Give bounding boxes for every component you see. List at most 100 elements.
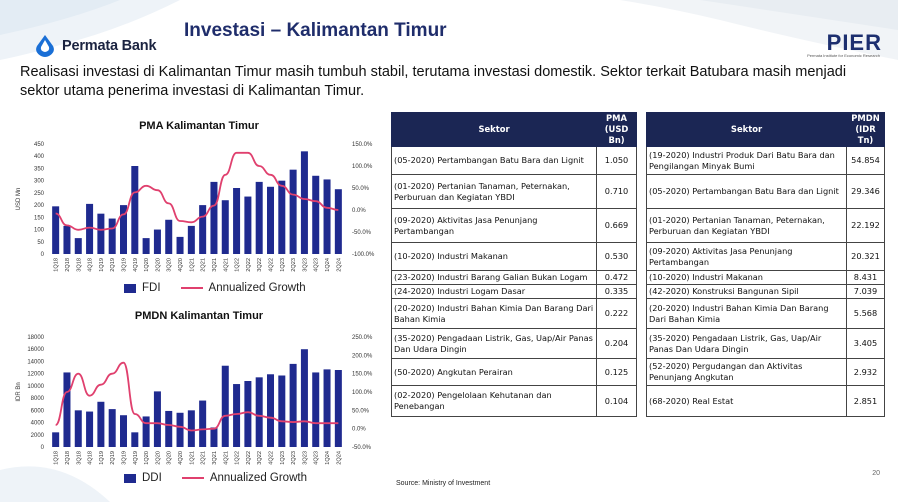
y-axis-label: USD Mn <box>16 188 22 211</box>
bar <box>334 189 342 254</box>
bar <box>74 410 82 447</box>
sector-value-cell: 22.192 <box>846 208 885 243</box>
table-row: (05-2020) Pertambangan Batu Bara dan Lig… <box>390 146 637 175</box>
y-tick-label: 250 <box>34 191 45 197</box>
bar <box>52 432 60 447</box>
sector-name-cell: (10-2020) Industri Makanan <box>645 270 848 285</box>
y-tick-label: 350 <box>34 166 45 172</box>
x-tick-label: 2Q23 <box>291 451 297 465</box>
table-row: (10-2020) Industri Makanan 0.530 <box>390 242 637 271</box>
x-tick-label: 2Q18 <box>65 258 71 272</box>
sector-value-cell: 0.710 <box>596 174 637 209</box>
x-tick-label: 3Q21 <box>212 451 218 465</box>
bar <box>119 205 128 254</box>
table-row: (20-2020) Industri Bahan Kimia Dan Baran… <box>645 298 885 329</box>
pma-sector-table: Sektor PMA (USD Bn) (05-2020) Pertambang… <box>390 112 637 417</box>
table-row: (19-2020) Industri Produk Dari Batu Bara… <box>645 146 885 175</box>
table-row: (02-2020) Pengelolaan Kehutanan dan Pene… <box>390 385 637 417</box>
bar <box>142 416 150 447</box>
y-tick-label: 18000 <box>27 335 44 341</box>
sector-value-cell: 20.321 <box>846 242 885 271</box>
y-tick-label: 150 <box>34 215 45 221</box>
x-tick-label: 3Q18 <box>76 451 82 465</box>
pier-logo-subtitle: Permata Institute for Economic Research <box>807 53 880 58</box>
bar <box>108 218 116 254</box>
y-tick-label: 400 <box>34 154 45 160</box>
bar <box>153 229 161 254</box>
sector-name-cell: (68-2020) Real Estat <box>645 385 848 417</box>
bar <box>289 363 297 447</box>
x-tick-label: 1Q21 <box>189 451 195 465</box>
x-tick-label: 2Q21 <box>201 451 207 465</box>
table-header-value: PMA (USD Bn) <box>596 112 637 147</box>
bar <box>278 180 286 254</box>
y-tick-label: 100 <box>34 228 45 234</box>
sector-name-cell: (01-2020) Pertanian Tanaman, Peternakan,… <box>390 174 598 209</box>
legend-label-bar: FDI <box>142 282 161 294</box>
x-tick-label: 2Q20 <box>155 258 161 272</box>
table-row: (09-2020) Aktivitas Jasa Penunjang Perta… <box>390 208 637 243</box>
bar <box>266 374 275 447</box>
sector-name-cell: (20-2020) Industri Bahan Kimia Dan Baran… <box>390 298 598 329</box>
x-tick-label: 4Q21 <box>223 258 229 272</box>
table-header-sector: Sektor <box>390 112 598 147</box>
x-tick-label: 1Q19 <box>99 258 105 272</box>
table-row: (35-2020) Pengadaan Listrik, Gas, Uap/Ai… <box>645 328 885 359</box>
permata-bank-logo: Permata Bank <box>34 34 157 58</box>
brand-name: Permata Bank <box>62 38 157 54</box>
x-tick-label: 4Q19 <box>133 258 139 272</box>
bar <box>300 151 308 254</box>
table-row: (10-2020) Industri Makanan 8.431 <box>645 270 885 285</box>
bar <box>221 200 229 254</box>
y2-tick-label: 50.0% <box>352 408 370 414</box>
bar <box>187 410 195 447</box>
bar <box>244 381 252 447</box>
x-tick-label: 1Q23 <box>280 258 286 272</box>
x-tick-label: 4Q20 <box>178 258 184 272</box>
x-tick-label: 4Q22 <box>269 258 275 272</box>
bar <box>312 175 320 254</box>
page-number: 20 <box>872 470 880 477</box>
x-tick-label: 2Q24 <box>336 258 342 272</box>
bar <box>86 203 94 254</box>
slide-subtitle: Realisasi investasi di Kalimantan Timur … <box>20 64 847 99</box>
x-tick-label: 3Q23 <box>302 451 308 465</box>
bar <box>289 169 297 254</box>
table-row: (42-2020) Konstruksi Bangunan Sipil 7.039 <box>645 284 885 299</box>
bar <box>323 179 331 254</box>
sector-name-cell: (02-2020) Pengelolaan Kehutanan dan Pene… <box>390 385 598 417</box>
y-tick-label: 0 <box>41 445 45 451</box>
y-tick-label: 16000 <box>27 347 44 353</box>
x-tick-label: 2Q20 <box>155 451 161 465</box>
y-tick-label: 14000 <box>27 359 44 365</box>
x-tick-label: 1Q21 <box>189 258 195 272</box>
sector-name-cell: (50-2020) Angkutan Perairan <box>390 358 598 386</box>
sector-value-cell: 0.530 <box>596 242 637 271</box>
y-tick-label: 10000 <box>27 384 44 390</box>
y-tick-label: 0 <box>41 252 45 258</box>
x-tick-label: 1Q23 <box>280 451 286 465</box>
sector-name-cell: (23-2020) Industri Barang Galian Bukan L… <box>390 270 598 285</box>
sector-name-cell: (19-2020) Industri Produk Dari Batu Bara… <box>645 146 848 175</box>
x-tick-label: 3Q22 <box>257 258 263 272</box>
sector-value-cell: 2.851 <box>846 385 885 417</box>
y-axis-label: IDR Bn <box>16 382 22 401</box>
pier-logo: PIER <box>826 30 882 55</box>
x-tick-label: 4Q20 <box>178 451 184 465</box>
x-tick-label: 1Q20 <box>144 258 150 272</box>
bar <box>334 370 342 447</box>
table-row: (68-2020) Real Estat 2.851 <box>645 385 885 417</box>
bar <box>300 349 308 447</box>
pma-chart: PMA Kalimantan Timur USD Mn 0 50 100 150 200 2… <box>14 112 384 302</box>
y2-tick-label: 200.0% <box>352 353 373 359</box>
sector-value-cell: 8.431 <box>846 270 885 285</box>
x-tick-label: 3Q22 <box>257 451 263 465</box>
x-tick-label: 2Q18 <box>65 451 71 465</box>
sector-value-cell: 0.104 <box>596 385 637 417</box>
sector-name-cell: (05-2020) Pertambangan Batu Bara dan Lig… <box>645 174 848 209</box>
bar <box>323 369 331 447</box>
x-tick-label: 2Q19 <box>110 451 116 465</box>
bar <box>233 384 241 447</box>
y2-tick-label: 100.0% <box>352 164 373 170</box>
table-header-sector: Sektor <box>645 112 848 147</box>
